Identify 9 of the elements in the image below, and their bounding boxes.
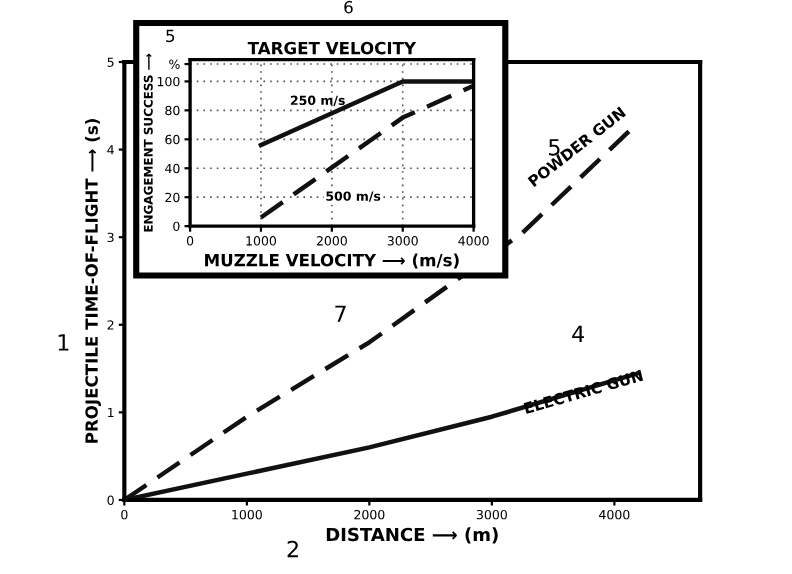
x-axis-title: MUZZLE VELOCITY ⟶ (m/s) (205, 253, 459, 269)
annotation: 7 (335, 305, 346, 322)
annotation: 4 (572, 325, 584, 342)
y-axis-title: PROJECTILE TIME-OF-FLIGHT ⟶ (s) (85, 119, 101, 443)
text: 1 (58, 334, 69, 351)
text: 2 (287, 540, 298, 558)
text: 6 (344, 0, 353, 14)
chart-title: TARGET VELOCITY (247, 41, 417, 55)
x-axis-title: DISTANCE ⟶ (m) (326, 527, 498, 544)
